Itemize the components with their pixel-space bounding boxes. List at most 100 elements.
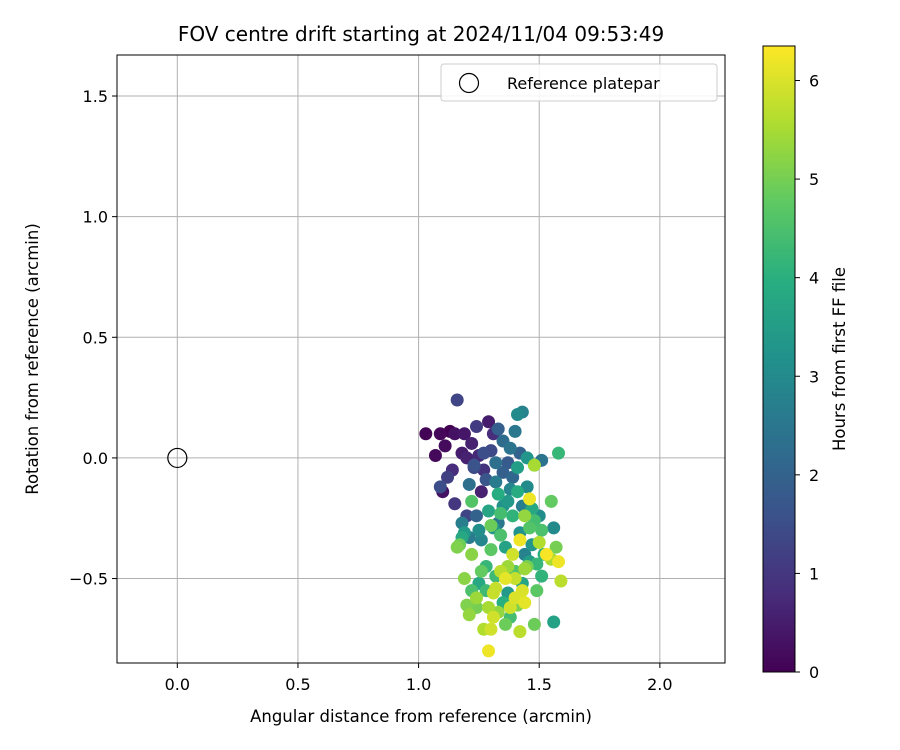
data-point <box>544 494 558 508</box>
colorbar-tick-label: 4 <box>809 269 819 288</box>
data-point <box>465 494 479 508</box>
data-point <box>498 572 512 586</box>
colorbar-tick-label: 5 <box>809 170 819 189</box>
x-axis-ticks: 0.0 0.5 1.0 1.5 2.0 <box>165 663 673 694</box>
data-point <box>486 610 500 624</box>
data-point <box>419 427 433 441</box>
data-point <box>462 608 476 622</box>
data-point <box>494 506 508 520</box>
data-point <box>457 572 471 586</box>
data-point <box>474 564 488 578</box>
data-point <box>506 470 520 484</box>
grid-lines <box>117 55 725 663</box>
data-point <box>491 487 505 501</box>
data-point <box>520 480 534 494</box>
data-point <box>511 485 525 499</box>
data-point <box>496 465 510 479</box>
colorbar-tick-label: 6 <box>809 72 819 91</box>
colorbar-tick-label: 2 <box>809 466 819 485</box>
data-point <box>527 617 541 631</box>
y-tick-label: 1.0 <box>83 208 108 227</box>
data-point <box>474 485 488 499</box>
data-point <box>532 535 546 549</box>
data-point <box>535 523 549 537</box>
data-point <box>515 584 529 598</box>
data-point <box>508 572 522 586</box>
data-point <box>467 458 481 472</box>
data-point <box>465 436 479 450</box>
y-tick-label: −0.5 <box>69 570 108 589</box>
data-points <box>419 393 568 658</box>
data-point <box>489 581 503 595</box>
data-point <box>503 601 517 615</box>
x-tick-label: 0.0 <box>165 675 190 694</box>
data-point <box>472 523 486 537</box>
data-point <box>428 449 442 463</box>
data-point <box>530 584 544 598</box>
data-point <box>469 591 483 605</box>
data-point <box>438 439 452 453</box>
data-point <box>552 555 566 569</box>
data-point <box>494 528 508 542</box>
colorbar-ticks: 0 1 2 3 4 5 6 <box>795 72 819 682</box>
colorbar-label: Hours from first FF file <box>830 267 849 451</box>
data-point <box>501 494 515 508</box>
data-point <box>498 617 512 631</box>
data-point <box>433 480 447 494</box>
data-point <box>489 475 503 489</box>
data-point <box>482 644 496 658</box>
colorbar <box>762 45 796 673</box>
data-point <box>554 574 568 588</box>
legend-box <box>440 63 718 102</box>
data-point <box>508 424 522 438</box>
colorbar-tick-label: 1 <box>809 564 819 583</box>
y-tick-label: 0.5 <box>83 328 108 347</box>
y-tick-label: 0.0 <box>83 449 108 468</box>
data-point <box>523 492 537 506</box>
reference-marker-layer <box>167 447 188 469</box>
data-point <box>462 477 476 491</box>
data-point <box>552 446 566 460</box>
data-point <box>482 601 496 615</box>
data-point <box>489 456 503 470</box>
data-point <box>518 562 532 576</box>
x-tick-label: 1.0 <box>406 675 431 694</box>
data-point <box>511 461 525 475</box>
data-point <box>501 456 515 470</box>
data-point <box>484 543 498 557</box>
data-point <box>477 446 491 460</box>
data-point <box>547 615 561 629</box>
plot-frame <box>116 54 726 664</box>
colorbar-tick-label: 3 <box>809 367 819 386</box>
x-tick-label: 1.5 <box>526 675 551 694</box>
y-tick-label: 1.5 <box>83 87 108 106</box>
data-point <box>539 547 553 561</box>
data-point <box>523 521 537 535</box>
data-point <box>448 497 462 511</box>
x-tick-label: 0.5 <box>285 675 310 694</box>
data-point <box>484 622 498 636</box>
data-point <box>491 422 505 436</box>
reference-marker <box>167 447 188 469</box>
data-point <box>518 596 532 610</box>
data-point <box>506 547 520 561</box>
legend: Reference platepar <box>440 63 718 102</box>
data-point <box>469 509 483 523</box>
data-point <box>433 427 447 441</box>
data-point <box>441 470 455 484</box>
data-point <box>535 569 549 583</box>
data-point <box>448 427 462 441</box>
data-point <box>484 518 498 532</box>
data-point <box>469 420 483 434</box>
data-point <box>549 540 563 554</box>
data-point <box>465 547 479 561</box>
data-point <box>450 540 464 554</box>
x-axis-label: Angular distance from reference (arcmin) <box>250 707 592 726</box>
data-point <box>506 509 520 523</box>
legend-label-reference: Reference platepar <box>507 74 660 93</box>
data-point <box>503 441 517 455</box>
data-point <box>482 415 496 429</box>
x-tick-label: 2.0 <box>647 675 672 694</box>
chart-title: FOV centre drift starting at 2024/11/04 … <box>178 22 664 46</box>
